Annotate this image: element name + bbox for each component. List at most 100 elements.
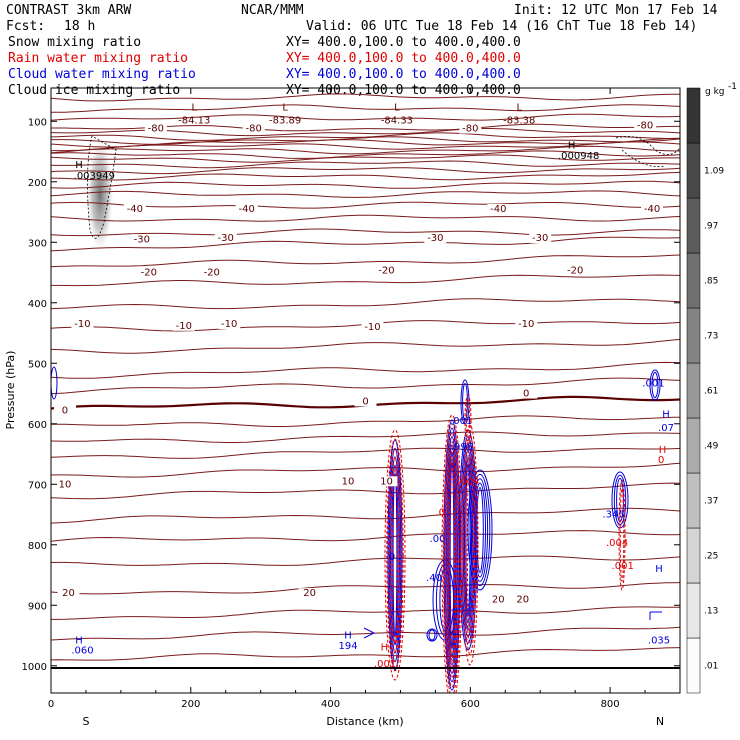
temperature-label: -10 xyxy=(221,319,237,330)
extrema-label: -83.38 xyxy=(503,116,535,127)
extrema-label: L xyxy=(394,102,400,113)
extrema-label: H xyxy=(381,643,389,654)
temperature-label-bg xyxy=(53,479,76,490)
field-name: Rain water mixing ratio xyxy=(8,51,188,66)
extrema-label: .000948 xyxy=(558,151,599,162)
colorbar-label: .61 xyxy=(704,387,718,397)
plot-area: L-84.13L-83.89L-84.33L-83.38H.000948H.00… xyxy=(51,93,680,693)
temperature-label-bg xyxy=(511,594,534,605)
colorbar-swatch xyxy=(686,87,701,144)
isotherm xyxy=(51,582,680,595)
isotherm xyxy=(51,201,680,209)
temperature-label-bg xyxy=(337,476,360,487)
isotherm xyxy=(51,214,680,222)
rain-water-contour xyxy=(465,398,471,442)
temperature-label: -40 xyxy=(490,204,506,215)
extrema-label: .07 xyxy=(658,423,674,434)
temperature-label-bg xyxy=(487,204,510,215)
temperature-label-bg xyxy=(515,318,538,329)
extrema-label: .0 xyxy=(436,508,446,519)
rain-water-contour xyxy=(446,441,458,679)
isotherm xyxy=(51,141,680,152)
temperature-label: -30 xyxy=(427,233,443,244)
isotherm xyxy=(51,93,680,102)
isotherm xyxy=(51,626,680,641)
temperature-label-bg xyxy=(214,233,237,244)
extrema-label: H xyxy=(659,445,667,456)
cloud-water-contour xyxy=(448,452,456,658)
isotherm xyxy=(51,171,680,181)
x-tick-label: 800 xyxy=(601,699,620,710)
extrema-label: H xyxy=(568,141,576,152)
extrema-label: 0 xyxy=(658,455,664,466)
isotherm xyxy=(51,254,680,268)
isotherm xyxy=(51,482,680,500)
colorbar-swatch xyxy=(686,142,701,199)
y-tick-label: 700 xyxy=(28,480,47,491)
snow-shading xyxy=(87,140,113,250)
y-tick-label: 600 xyxy=(28,420,47,431)
temperature-label-bg xyxy=(354,396,377,407)
field-xy: XY= 400.0,100.0 to 400.0,400.0 xyxy=(286,51,521,66)
field-name: Cloud water mixing ratio xyxy=(8,67,196,82)
colorbar-swatch xyxy=(686,527,701,584)
rain-water-contour xyxy=(386,438,404,672)
temperature-label: -10 xyxy=(518,319,534,330)
x-tick-label: 600 xyxy=(461,699,480,710)
temperature-label: -10 xyxy=(74,319,90,330)
isotherm xyxy=(51,190,680,198)
y-tick-label: 800 xyxy=(28,541,47,552)
colorbar-swatch xyxy=(686,362,701,419)
temperature-label-bg xyxy=(641,204,664,215)
temperature-label-bg xyxy=(71,318,94,329)
isotherm xyxy=(51,150,680,159)
temperature-label: 0 xyxy=(62,405,68,416)
colorbar-label: .13 xyxy=(704,607,718,617)
fcst-label: Fcst: xyxy=(6,19,45,34)
temperature-label: -80 xyxy=(246,124,262,135)
init-time: Init: 12 UTC Mon 17 Feb 14 xyxy=(514,3,718,18)
temperature-label: -40 xyxy=(644,204,660,215)
temperature-label-bg xyxy=(57,588,80,599)
extrema-label: .40 xyxy=(426,573,442,584)
colorbar-label: .25 xyxy=(704,552,718,562)
colorbar-label: .01 xyxy=(704,662,718,672)
temperature-label-bg xyxy=(375,265,398,276)
isotherm xyxy=(51,274,680,287)
temperature-label-bg xyxy=(459,123,482,134)
temperature-label: 20 xyxy=(62,588,75,599)
cloud-water-contour xyxy=(611,471,629,529)
valid-time: Valid: 06 UTC Tue 18 Feb 14 (16 ChT Tue … xyxy=(306,19,697,34)
y-tick-label: 900 xyxy=(28,601,47,612)
temperature-label: 10 xyxy=(380,476,393,487)
extrema-label: H xyxy=(75,160,83,171)
isotherm xyxy=(51,377,680,395)
temperature-label-bg xyxy=(200,267,223,278)
temperature-label-bg xyxy=(172,320,195,331)
extrema-labels: L-84.13L-83.89L-84.33L-83.38H.000948H.00… xyxy=(71,102,674,670)
extrema-label: .996 xyxy=(451,442,473,453)
isotherm xyxy=(51,236,680,252)
isotherm xyxy=(51,462,680,478)
cloud-water-contour xyxy=(51,366,58,400)
source-name: NCAR/MMM xyxy=(241,3,304,18)
isotherm xyxy=(51,447,680,459)
rain-water-contour xyxy=(391,465,399,645)
cloud-ice-contour xyxy=(87,135,117,239)
colorbar-swatch xyxy=(686,472,701,529)
temperature-label: -20 xyxy=(378,266,394,277)
colorbar-label: 1.09 xyxy=(704,167,724,177)
isotherm xyxy=(51,507,680,524)
x-tick-label: 0 xyxy=(48,699,54,710)
temperature-label-bg xyxy=(361,322,384,332)
cloud-water-contour xyxy=(387,439,403,671)
temperature-label: -80 xyxy=(462,124,478,135)
extrema-label: .004 xyxy=(457,476,479,487)
rain-water-contour xyxy=(465,445,475,645)
extrema-label: -84.33 xyxy=(381,116,413,127)
extrema-label: L xyxy=(516,102,522,113)
rain-water-contour xyxy=(619,488,625,582)
temperature-label: 20 xyxy=(303,588,316,599)
temperature-label: -80 xyxy=(148,124,164,135)
colorbar-label: .37 xyxy=(704,497,718,507)
